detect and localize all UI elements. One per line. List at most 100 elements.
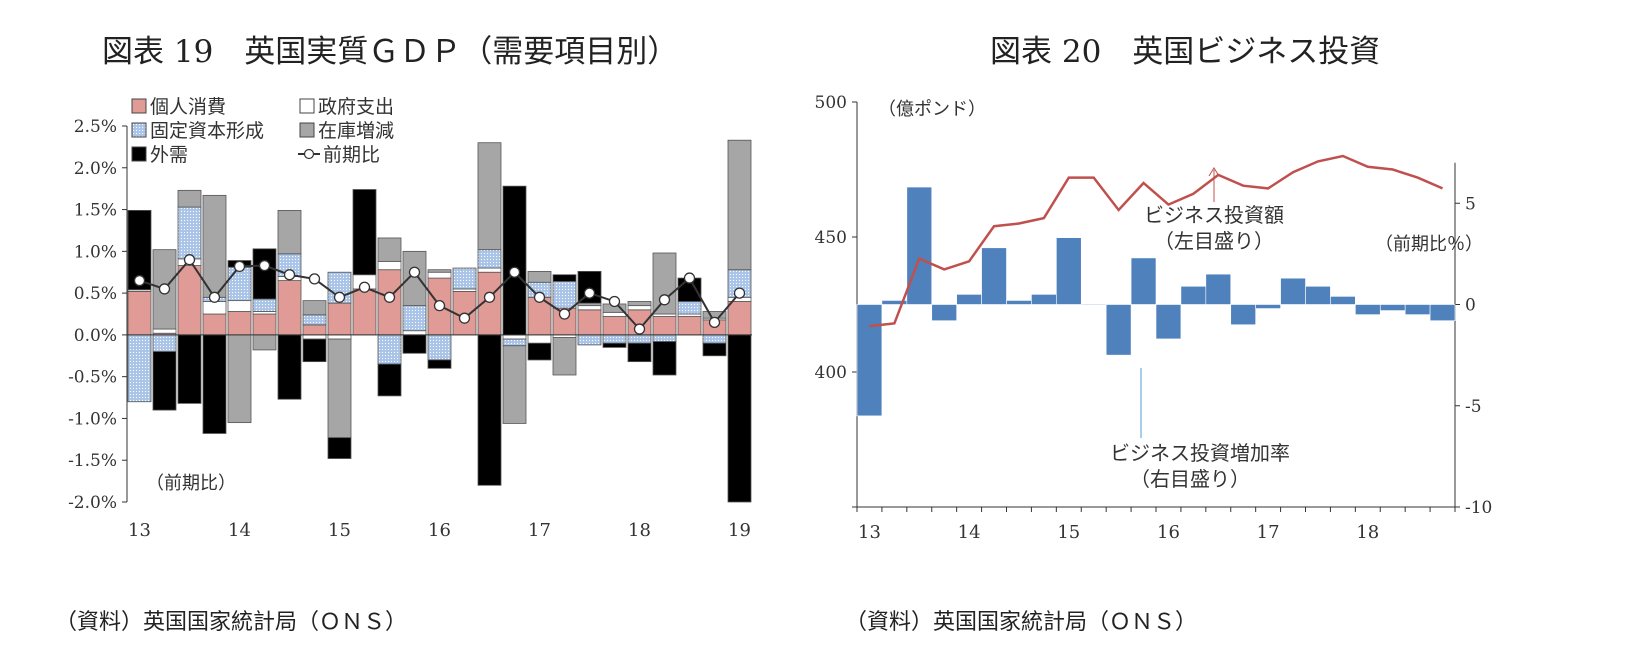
- bar-net_exports: [352, 189, 377, 276]
- bar-investment: [127, 334, 152, 403]
- legend-swatch-government: [299, 98, 315, 114]
- qoq-point: [558, 308, 571, 320]
- bar-consumption: [727, 301, 752, 336]
- y-tick-label: 1.0%: [74, 242, 117, 262]
- bar-inventory: [477, 142, 502, 251]
- qoq-point: [433, 299, 446, 312]
- legend-label-investment: 固定資本形成: [150, 120, 264, 142]
- bar-inventory: [727, 139, 752, 271]
- qoq-point: [458, 312, 471, 324]
- y-tick-label: 2.5%: [74, 117, 117, 137]
- growth-bar: [1080, 304, 1107, 306]
- bar-consumption: [202, 313, 227, 336]
- bar-government: [527, 334, 552, 344]
- qoq-point: [333, 291, 346, 303]
- bar-net_exports: [702, 342, 727, 357]
- x-tick-label: 15: [1057, 522, 1080, 543]
- legend-marker-qoq: [303, 148, 315, 160]
- y-tick-label: 1.5%: [74, 201, 117, 221]
- bar-investment: [502, 338, 527, 347]
- bar-investment: [227, 266, 252, 302]
- bar-consumption: [302, 324, 327, 336]
- bar-net_exports: [427, 359, 452, 369]
- legend-label-net_exports: 外需: [150, 144, 188, 166]
- left-tick-label: 450: [815, 228, 847, 248]
- bar-consumption: [127, 291, 152, 336]
- right-tick-label: -5: [1465, 397, 1482, 417]
- growth-annotation-scale: （右目盛り）: [1130, 467, 1250, 491]
- bar-net_exports: [627, 342, 652, 363]
- x-tick-label: 16: [428, 520, 451, 541]
- growth-bar: [1404, 304, 1431, 315]
- bar-investment: [552, 281, 577, 309]
- qoq-point: [533, 291, 546, 303]
- bar-net_exports: [527, 342, 552, 361]
- bar-inventory: [502, 345, 527, 424]
- bar-investment: [177, 206, 202, 260]
- right-tick-label: 5: [1465, 194, 1476, 214]
- bar-inventory: [627, 301, 652, 307]
- bar-net_exports: [477, 334, 502, 486]
- business-investment-chart: 500 450 400 5 0 -5 -10 13 14 15 16 17 18 （億ポンド） （前期比％）…: [815, 93, 1493, 543]
- bar-net_exports: [602, 342, 627, 348]
- bar-investment: [477, 249, 502, 269]
- bar-net_exports: [402, 334, 427, 354]
- bar-consumption: [577, 309, 602, 336]
- growth-bar: [1006, 300, 1032, 305]
- bar-consumption: [652, 316, 677, 336]
- x-tick-label: 19: [728, 520, 751, 541]
- growth-bar: [1056, 237, 1082, 305]
- bar-net_exports: [502, 185, 527, 336]
- bar-inventory: [252, 334, 277, 351]
- bar-inventory: [377, 237, 402, 262]
- legend-swatch-investment: [131, 122, 147, 138]
- growth-bar: [956, 294, 982, 305]
- growth-bar: [1429, 304, 1456, 322]
- left-unit-label: （億ポンド）: [878, 99, 986, 120]
- bar-net_exports: [177, 334, 202, 404]
- bar-net_exports: [252, 248, 277, 300]
- qoq-point: [158, 283, 171, 295]
- bar-inventory: [202, 194, 227, 298]
- bar-government: [377, 260, 402, 271]
- bar-inventory: [327, 338, 352, 439]
- growth-bar: [1330, 296, 1356, 305]
- bar-investment: [377, 334, 402, 365]
- bar-inventory: [552, 336, 577, 376]
- bar-consumption: [177, 265, 202, 336]
- left-tick-label: 400: [815, 363, 847, 383]
- legend-label-inventory: 在庫増減: [318, 120, 394, 142]
- bar-consumption: [277, 280, 302, 336]
- bar-inventory: [302, 300, 327, 316]
- growth-bar: [1205, 273, 1232, 305]
- y-tick-label: 0.0%: [74, 326, 117, 346]
- y-tick-label: 2.0%: [74, 159, 117, 179]
- source-note-right: （資料）英国国家統計局（ＯＮＳ）: [845, 610, 1198, 635]
- bar-net_exports: [377, 363, 402, 397]
- qoq-point: [133, 274, 146, 287]
- level-annotation-arrowhead: [1208, 167, 1220, 177]
- x-tick-label: 13: [858, 522, 881, 543]
- bar-investment: [427, 334, 452, 361]
- bar-government: [202, 301, 227, 315]
- level-annotation-label: ビジネス投資額: [1144, 203, 1284, 227]
- qoq-point: [233, 260, 246, 273]
- bar-net_exports: [652, 341, 677, 376]
- growth-bar: [1355, 304, 1381, 315]
- bar-investment: [152, 334, 177, 352]
- growth-bar: [1255, 304, 1281, 309]
- bar-investment: [652, 334, 677, 342]
- qoq-point: [308, 273, 321, 285]
- legend-swatch-consumption: [131, 98, 147, 114]
- legend-swatch-inventory: [299, 122, 315, 138]
- bar-consumption: [352, 288, 377, 336]
- bar-inventory: [652, 252, 677, 315]
- x-tick-label: 18: [1356, 522, 1379, 543]
- right-tick-label: 0: [1465, 296, 1476, 316]
- qoq-point: [483, 291, 496, 303]
- right-unit-label: （前期比％）: [1375, 234, 1483, 255]
- bar-inventory: [277, 209, 302, 255]
- level-annotation-scale: （左目盛り）: [1154, 229, 1274, 253]
- y-tick-label: -1.0%: [68, 409, 117, 429]
- qoq-point: [683, 272, 696, 284]
